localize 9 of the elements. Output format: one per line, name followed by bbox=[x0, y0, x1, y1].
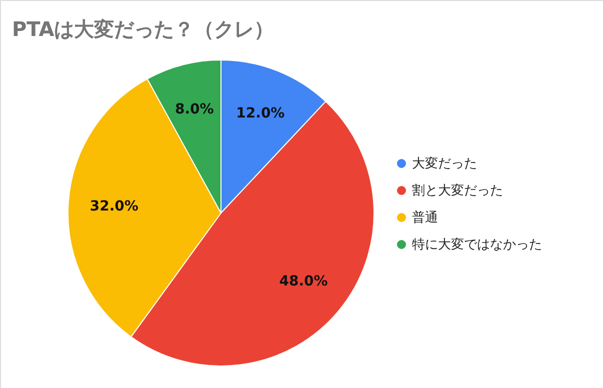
legend-label: 普通 bbox=[412, 210, 438, 226]
data-label: 12.0% bbox=[236, 105, 285, 122]
legend-label: 割と大変だった bbox=[412, 182, 503, 198]
legend-label: 大変だった bbox=[412, 156, 477, 172]
data-label: 32.0% bbox=[90, 198, 138, 214]
legend-label: 特に大変ではなかった bbox=[412, 236, 542, 252]
data-label: 8.0% bbox=[174, 101, 214, 118]
data-label: 48.0% bbox=[279, 273, 328, 290]
chart-title: PTAは大変だった？（クレ） bbox=[12, 17, 274, 41]
